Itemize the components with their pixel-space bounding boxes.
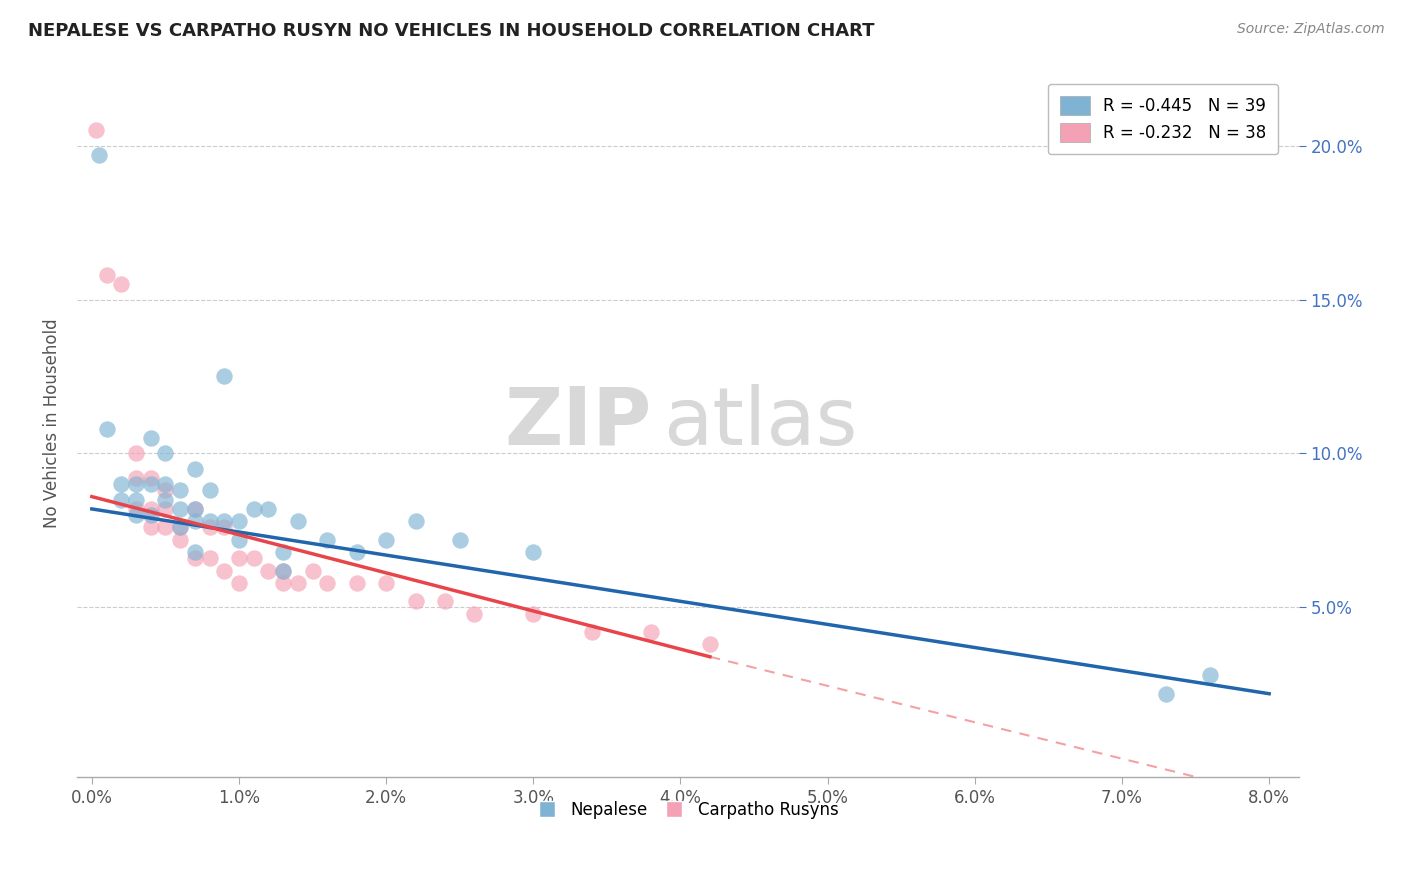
Point bbox=[139, 471, 162, 485]
Point bbox=[257, 564, 280, 578]
Point bbox=[198, 520, 221, 534]
Point bbox=[139, 502, 162, 516]
Point bbox=[184, 514, 207, 528]
Point bbox=[198, 551, 221, 566]
Point bbox=[198, 483, 221, 498]
Point bbox=[287, 514, 309, 528]
Point bbox=[155, 446, 177, 460]
Point bbox=[581, 625, 603, 640]
Point bbox=[89, 147, 111, 161]
Point bbox=[110, 277, 132, 292]
Point bbox=[125, 477, 148, 491]
Point bbox=[434, 594, 457, 608]
Point bbox=[169, 533, 191, 547]
Point bbox=[1199, 668, 1222, 682]
Point bbox=[139, 520, 162, 534]
Point bbox=[155, 477, 177, 491]
Point bbox=[699, 637, 721, 651]
Point bbox=[125, 446, 148, 460]
Point bbox=[155, 520, 177, 534]
Point bbox=[346, 575, 368, 590]
Point bbox=[155, 492, 177, 507]
Point bbox=[110, 477, 132, 491]
Point bbox=[316, 533, 339, 547]
Legend: Nepalese, Carpatho Rusyns: Nepalese, Carpatho Rusyns bbox=[530, 794, 845, 825]
Point bbox=[522, 607, 544, 621]
Point bbox=[522, 545, 544, 559]
Point bbox=[1154, 687, 1177, 701]
Point bbox=[301, 564, 323, 578]
Point bbox=[169, 483, 191, 498]
Point bbox=[184, 462, 207, 476]
Point bbox=[214, 564, 236, 578]
Point bbox=[214, 369, 236, 384]
Point bbox=[463, 607, 485, 621]
Point bbox=[228, 533, 250, 547]
Point bbox=[169, 520, 191, 534]
Point bbox=[125, 508, 148, 522]
Point bbox=[287, 575, 309, 590]
Text: NEPALESE VS CARPATHO RUSYN NO VEHICLES IN HOUSEHOLD CORRELATION CHART: NEPALESE VS CARPATHO RUSYN NO VEHICLES I… bbox=[28, 22, 875, 40]
Point bbox=[449, 533, 471, 547]
Point bbox=[405, 514, 427, 528]
Point bbox=[214, 520, 236, 534]
Point bbox=[316, 575, 339, 590]
Text: atlas: atlas bbox=[664, 384, 858, 462]
Point bbox=[125, 502, 148, 516]
Point bbox=[271, 564, 294, 578]
Point bbox=[228, 551, 250, 566]
Point bbox=[184, 502, 207, 516]
Point bbox=[96, 422, 118, 436]
Point bbox=[271, 575, 294, 590]
Point bbox=[125, 492, 148, 507]
Point bbox=[346, 545, 368, 559]
Point bbox=[139, 431, 162, 445]
Point bbox=[405, 594, 427, 608]
Point bbox=[125, 471, 148, 485]
Point bbox=[169, 520, 191, 534]
Point bbox=[271, 564, 294, 578]
Point bbox=[198, 514, 221, 528]
Point bbox=[640, 625, 662, 640]
Point bbox=[84, 123, 107, 137]
Point bbox=[139, 477, 162, 491]
Point bbox=[110, 492, 132, 507]
Point bbox=[271, 545, 294, 559]
Point bbox=[184, 545, 207, 559]
Point bbox=[228, 575, 250, 590]
Point bbox=[155, 502, 177, 516]
Point bbox=[96, 268, 118, 282]
Point bbox=[184, 551, 207, 566]
Text: Source: ZipAtlas.com: Source: ZipAtlas.com bbox=[1237, 22, 1385, 37]
Point bbox=[375, 533, 398, 547]
Point bbox=[242, 502, 264, 516]
Point bbox=[228, 514, 250, 528]
Point bbox=[214, 514, 236, 528]
Point bbox=[155, 483, 177, 498]
Point bbox=[257, 502, 280, 516]
Point bbox=[169, 502, 191, 516]
Y-axis label: No Vehicles in Household: No Vehicles in Household bbox=[44, 318, 60, 527]
Point bbox=[242, 551, 264, 566]
Text: ZIP: ZIP bbox=[503, 384, 651, 462]
Point bbox=[375, 575, 398, 590]
Point bbox=[139, 508, 162, 522]
Point bbox=[184, 502, 207, 516]
